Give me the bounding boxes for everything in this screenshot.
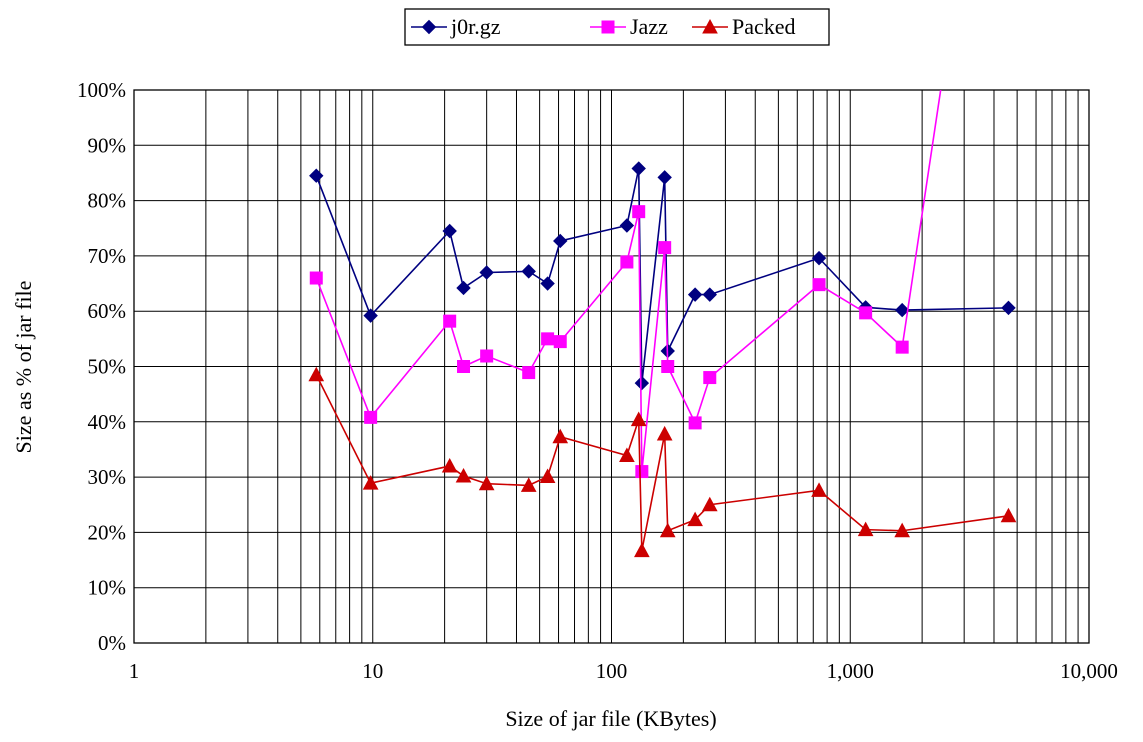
x-tick-labels: 1 10 100 1,000 10,000	[129, 659, 1118, 683]
legend-marker	[702, 18, 718, 34]
data-point	[630, 411, 647, 427]
y-tick-label: 40%	[88, 410, 127, 434]
data-point	[539, 468, 556, 484]
x-tick-label: 10	[362, 659, 383, 683]
data-point	[657, 170, 672, 185]
y-tick-label: 30%	[88, 465, 127, 489]
data-point	[894, 522, 911, 538]
data-point	[619, 218, 635, 233]
data-point	[687, 511, 703, 527]
x-tick-label: 1,000	[827, 659, 874, 683]
data-point	[1000, 507, 1017, 523]
data-point	[894, 302, 910, 318]
data-point	[309, 168, 324, 183]
legend-marker	[421, 19, 437, 35]
data-point	[857, 521, 874, 537]
x-axis-title: Size of jar file (KBytes)	[505, 706, 716, 731]
data-point	[811, 482, 827, 497]
data-point	[634, 375, 650, 391]
y-gridlines	[134, 144, 1089, 589]
data-point	[457, 360, 471, 373]
data-point	[308, 366, 325, 382]
data-point	[812, 278, 826, 292]
data-point	[635, 465, 649, 479]
data-point	[895, 340, 909, 354]
data-point	[478, 475, 495, 491]
data-point	[687, 287, 703, 302]
data-point	[658, 241, 672, 255]
data-point	[541, 332, 555, 346]
series-1	[309, 90, 942, 479]
data-point	[456, 280, 471, 296]
data-point	[656, 425, 673, 441]
data-point	[811, 250, 827, 266]
data-point	[619, 447, 635, 463]
data-point	[443, 314, 457, 328]
series-layer	[308, 90, 1017, 558]
legend-label: Jazz	[630, 14, 668, 39]
legend-item-1: Jazz	[590, 14, 668, 39]
data-point	[620, 255, 634, 269]
data-point	[688, 416, 702, 430]
data-point	[1001, 300, 1016, 316]
y-tick-label: 70%	[88, 244, 127, 268]
data-point	[659, 522, 676, 538]
y-axis-title: Size as % of jar file	[11, 281, 36, 454]
legend-marker	[601, 20, 615, 34]
y-tick-labels: 0% 10% 20% 30% 40% 50% 60% 70% 80% 90% 100%	[77, 78, 126, 655]
legend-label: Packed	[732, 14, 796, 39]
series-0	[309, 161, 1016, 391]
series-line	[315, 374, 1009, 551]
data-point	[632, 205, 646, 219]
data-point	[553, 335, 567, 349]
data-point	[553, 233, 568, 249]
data-point	[634, 542, 650, 558]
data-point	[522, 366, 536, 380]
data-point	[701, 496, 718, 512]
legend-item-0: j0r.gz	[411, 14, 501, 39]
plot-area	[133, 89, 1090, 644]
x-tick-label: 1	[129, 659, 140, 683]
data-point	[520, 477, 537, 492]
data-point	[521, 264, 536, 279]
y-tick-label: 20%	[88, 520, 127, 544]
data-point	[661, 360, 675, 373]
series-2	[308, 366, 1017, 558]
y-tick-label: 90%	[88, 133, 127, 157]
data-point	[309, 271, 323, 285]
data-point	[540, 276, 555, 291]
data-point	[362, 475, 379, 490]
data-point	[480, 349, 494, 363]
data-point	[631, 161, 646, 176]
y-tick-label: 100%	[77, 78, 126, 102]
y-tick-label: 0%	[98, 631, 126, 655]
data-point	[859, 306, 873, 320]
y-tick-label: 60%	[88, 299, 127, 323]
x-tick-label: 100	[596, 659, 628, 683]
data-point	[552, 428, 569, 444]
legend-item-2: Packed	[692, 14, 796, 39]
data-point	[442, 223, 457, 239]
data-point	[455, 467, 472, 483]
legend: j0r.gz Jazz Packed	[404, 8, 830, 46]
x-tick-label: 10,000	[1060, 659, 1118, 683]
y-tick-label: 50%	[88, 355, 127, 379]
y-tick-label: 80%	[88, 189, 127, 213]
data-point	[441, 457, 458, 473]
data-point	[363, 308, 378, 323]
legend-label: j0r.gz	[450, 14, 501, 39]
data-point	[702, 287, 717, 302]
data-point	[703, 371, 717, 385]
data-point	[364, 410, 378, 424]
data-point	[479, 265, 494, 280]
y-tick-label: 10%	[88, 576, 127, 600]
